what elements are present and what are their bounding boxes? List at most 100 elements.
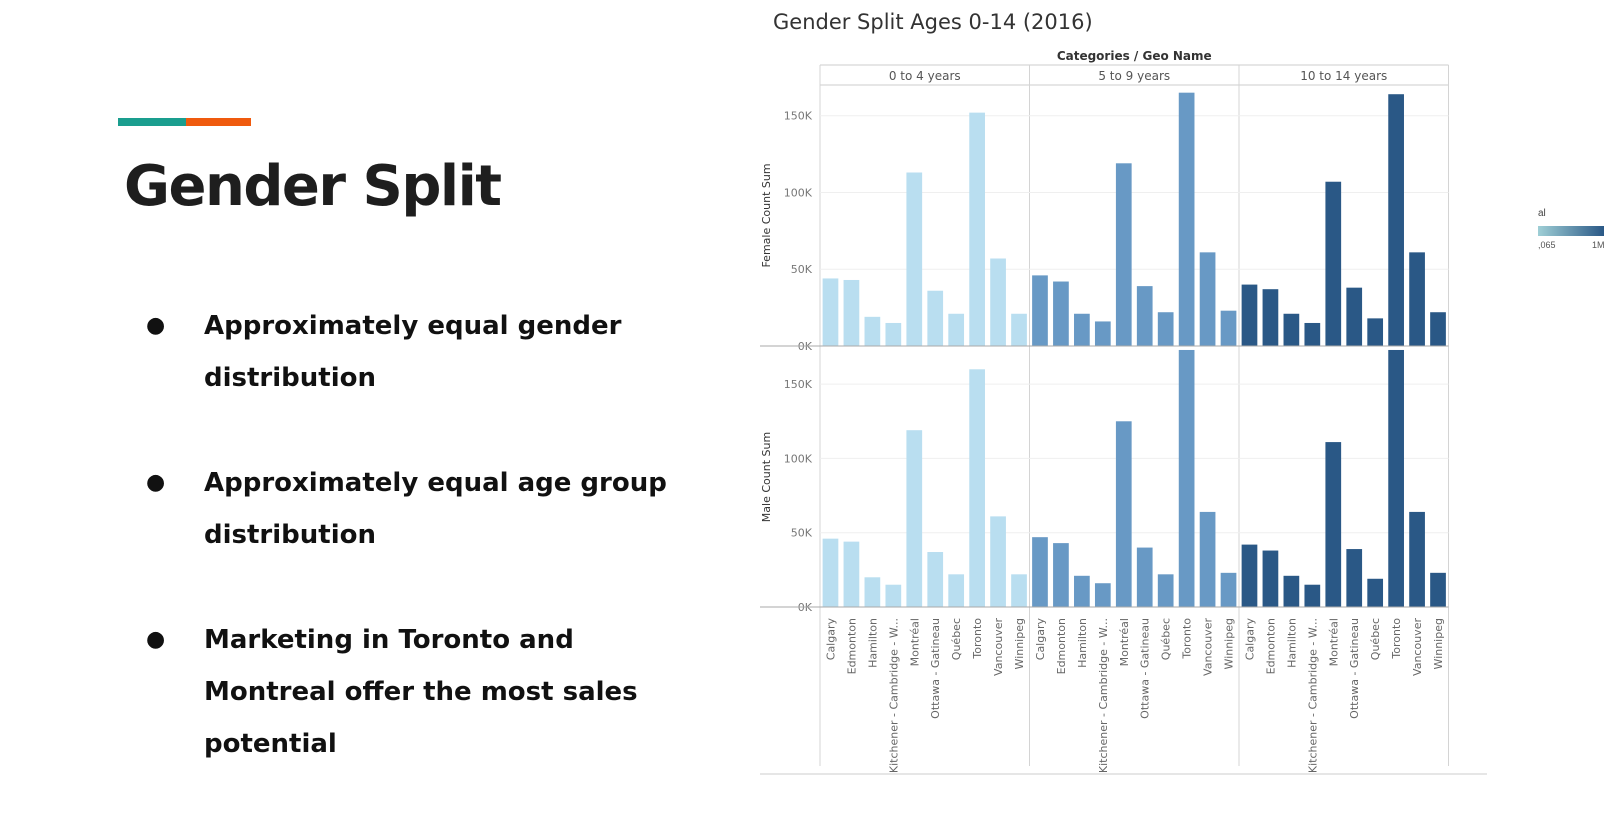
bar xyxy=(1262,550,1279,607)
color-legend: al ,065 1M xyxy=(1538,208,1613,258)
bar xyxy=(1430,572,1446,607)
bar xyxy=(969,112,985,347)
y-tick-label: 150K xyxy=(784,110,813,123)
bullet-item: ● Marketing in Toronto and Montreal offer… xyxy=(146,614,706,770)
bar xyxy=(1220,310,1237,346)
category-label: Vancouver xyxy=(992,618,1005,676)
bar xyxy=(1409,252,1425,346)
legend-gradient xyxy=(1538,226,1604,236)
category-label: Vancouver xyxy=(1202,618,1215,676)
bullet-item: ● Approximately equal gender distribution xyxy=(146,300,706,404)
bar xyxy=(1283,313,1300,346)
bar xyxy=(1367,578,1384,607)
group-header: 0 to 4 years xyxy=(889,69,961,83)
category-label: Toronto xyxy=(1181,618,1194,660)
y-tick-label: 50K xyxy=(791,527,813,540)
category-label: Calgary xyxy=(1034,618,1047,661)
category-label: Hamilton xyxy=(1076,618,1089,668)
bar xyxy=(1178,349,1195,607)
bar xyxy=(822,278,839,346)
bar xyxy=(1011,574,1027,607)
bar xyxy=(843,279,860,346)
category-label: Toronto xyxy=(971,618,984,660)
accent-bar-teal xyxy=(118,118,186,126)
bullet-dot: ● xyxy=(146,627,166,652)
bar-chart: Categories / Geo Name 0 to 4 years 5 to 9 … xyxy=(760,49,1487,775)
bar xyxy=(1074,575,1090,607)
category-label: Kitchener - Cambridge - W... xyxy=(887,618,900,773)
bar xyxy=(1241,544,1258,607)
legend-title: al xyxy=(1538,208,1546,219)
bar xyxy=(885,322,902,346)
category-label: Montréal xyxy=(908,618,921,666)
bar xyxy=(990,516,1006,607)
bar xyxy=(1032,275,1048,346)
bar xyxy=(1115,421,1132,607)
bar xyxy=(1346,549,1363,607)
bar xyxy=(822,538,839,607)
slide-title: Gender Split xyxy=(124,154,502,219)
category-label: Hamilton xyxy=(1285,618,1298,668)
bar xyxy=(1388,349,1404,607)
bar xyxy=(1367,318,1384,346)
bar xyxy=(1157,312,1174,346)
category-label: Kitchener - Cambridge - W... xyxy=(1097,618,1110,773)
bar xyxy=(1094,321,1111,346)
bar xyxy=(1199,252,1216,346)
category-label: Ottawa - Gatineau xyxy=(1139,618,1152,719)
bar xyxy=(864,577,881,607)
category-label: Kitchener - Cambridge - W... xyxy=(1306,618,1319,773)
category-label: Calgary xyxy=(824,618,837,661)
bar xyxy=(1325,181,1342,346)
bar xyxy=(1178,92,1195,346)
bar xyxy=(1304,322,1321,346)
category-label: Québec xyxy=(1369,618,1382,660)
bar xyxy=(1325,442,1342,607)
bar xyxy=(1032,537,1048,607)
bar xyxy=(1157,574,1174,607)
group-header: 5 to 9 years xyxy=(1098,69,1170,83)
category-label: Hamilton xyxy=(866,618,879,668)
bar xyxy=(1283,575,1300,607)
category-label: Montréal xyxy=(1118,618,1131,666)
bar xyxy=(1136,547,1153,607)
bullet-text: Approximately equal gender distribution xyxy=(204,311,622,393)
y-tick-label: 100K xyxy=(784,186,813,199)
category-label: Montréal xyxy=(1327,618,1340,666)
bar xyxy=(948,574,965,607)
column-header: Categories / Geo Name xyxy=(1057,49,1212,63)
bar xyxy=(990,258,1006,346)
bar xyxy=(927,290,944,346)
bar xyxy=(1262,289,1279,346)
bar xyxy=(843,541,860,607)
chart-title: Gender Split Ages 0-14 (2016) xyxy=(773,10,1093,34)
category-label: Vancouver xyxy=(1411,618,1424,676)
bar xyxy=(927,552,944,607)
bar xyxy=(1346,287,1363,346)
bar xyxy=(1388,94,1404,346)
bullet-dot: ● xyxy=(146,470,166,495)
category-label: Toronto xyxy=(1390,618,1403,660)
category-label: Winnipeg xyxy=(1223,618,1236,669)
bar xyxy=(906,172,923,346)
category-label: Ottawa - Gatineau xyxy=(1348,618,1361,719)
bar xyxy=(1136,286,1153,346)
bar xyxy=(1409,511,1425,607)
category-label: Edmonton xyxy=(845,618,858,674)
bar xyxy=(1053,281,1069,346)
y-tick-label: 50K xyxy=(791,263,813,276)
bar xyxy=(1115,163,1132,346)
bar xyxy=(1220,572,1237,607)
legend-max-label: 1M xyxy=(1592,240,1605,250)
legend-min-label: ,065 xyxy=(1538,240,1556,250)
bullet-item: ● Approximately equal age group distribut… xyxy=(146,457,706,561)
bar xyxy=(1304,584,1321,607)
category-label: Québec xyxy=(950,618,963,660)
group-header: 10 to 14 years xyxy=(1300,69,1387,83)
category-label: Edmonton xyxy=(1264,618,1277,674)
category-label: Winnipeg xyxy=(1013,618,1026,669)
bar xyxy=(864,316,881,346)
bar xyxy=(1074,313,1090,346)
y-axis-label: Male Count Sum xyxy=(760,432,773,522)
bar xyxy=(1053,543,1069,607)
